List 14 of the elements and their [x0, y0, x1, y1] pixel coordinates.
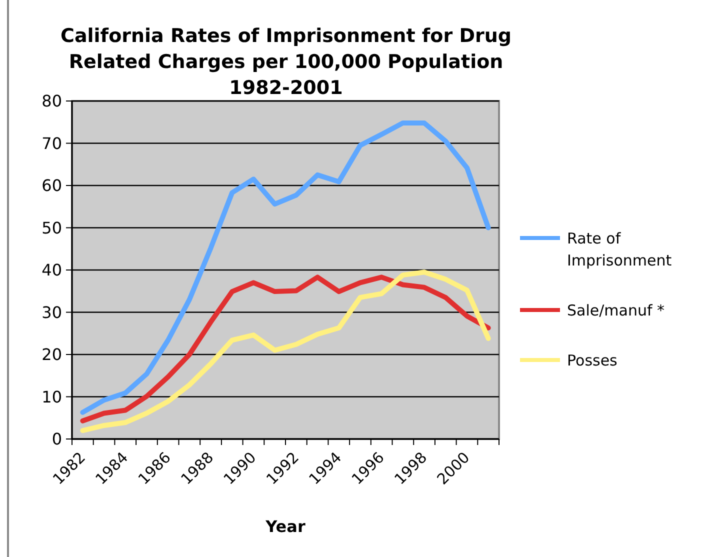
y-tick-label: 10	[42, 387, 62, 406]
chart-title: California Rates of Imprisonment for Drug Related Charges per 100,000 Population 1982-2001	[60, 25, 512, 99]
x-axis-title: Year	[264, 517, 306, 536]
legend-label: Sale/manuf *	[567, 301, 666, 320]
y-tick-label: 50	[42, 218, 62, 238]
y-tick-label: 0	[52, 430, 62, 449]
y-tick-label: 80	[42, 92, 62, 111]
y-tick-label: 60	[42, 176, 62, 196]
y-tick-label: 20	[42, 345, 62, 364]
y-tick-label: 70	[42, 134, 62, 153]
legend-label: Posses	[567, 351, 618, 370]
y-tick-label: 40	[42, 260, 62, 280]
y-tick-label: 30	[42, 302, 62, 322]
legend-label: Rate of Imprisonment	[567, 229, 672, 270]
